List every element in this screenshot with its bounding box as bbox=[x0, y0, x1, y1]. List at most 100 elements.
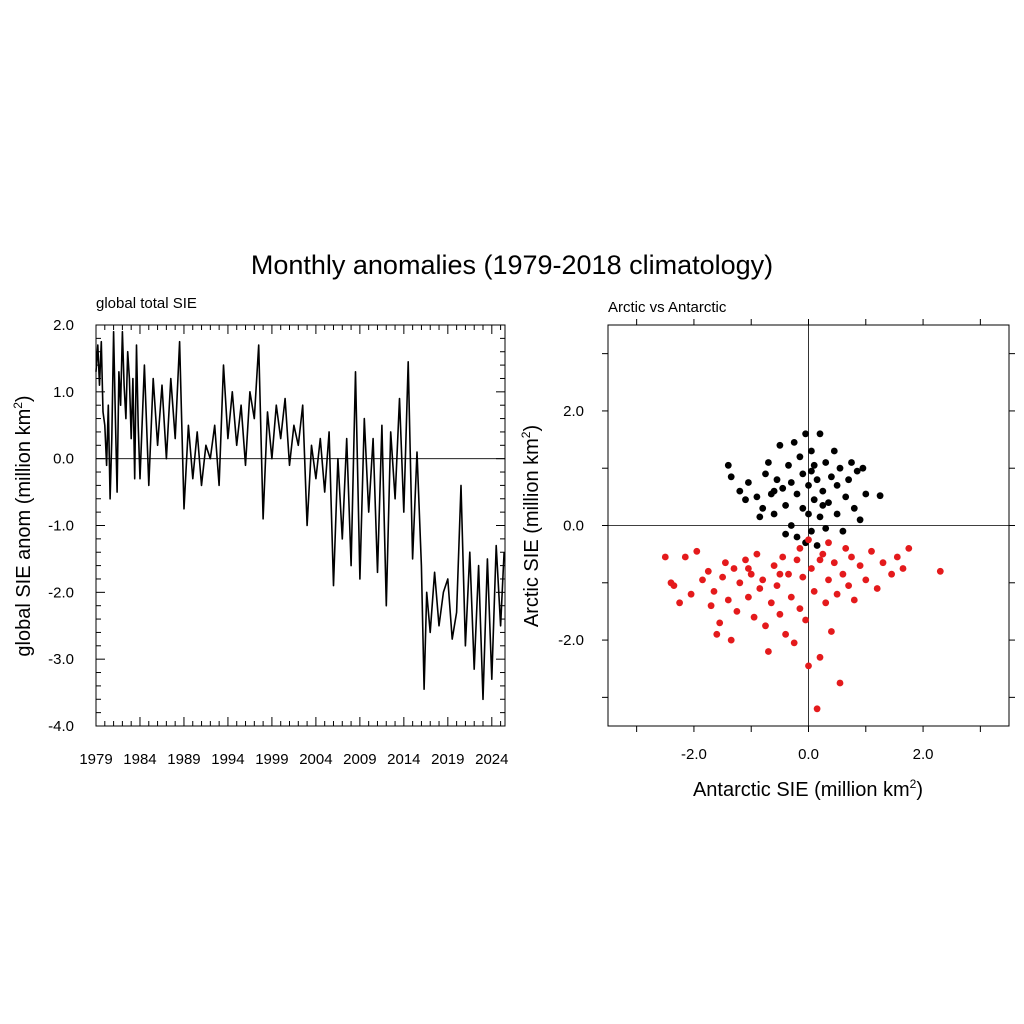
scatter-point-red bbox=[856, 562, 864, 569]
scatter-point-red bbox=[888, 570, 895, 578]
scatter-point-black bbox=[808, 467, 815, 475]
scatter-point-black bbox=[839, 527, 847, 535]
left-y-tick-label: -1.0 bbox=[48, 518, 74, 535]
scatter-point-black bbox=[765, 459, 772, 466]
scatter-point-red bbox=[879, 559, 887, 567]
scatter-point-red bbox=[813, 705, 821, 713]
left-panel-title: global total SIE bbox=[96, 295, 197, 312]
scatter-point-black bbox=[822, 459, 830, 466]
scatter-point-red bbox=[773, 582, 781, 589]
right-x-axis-label: Antarctic SIE (million km2) bbox=[693, 777, 923, 801]
scatter-point-red bbox=[742, 556, 749, 564]
scatter-point-black bbox=[776, 441, 784, 449]
scatter-point-black bbox=[833, 510, 841, 518]
scatter-point-red bbox=[825, 576, 832, 584]
global-sie-anomaly-line bbox=[95, 330, 505, 701]
left-y-axis-label: global SIE anom (million km2) bbox=[11, 395, 35, 656]
scatter-point-black bbox=[813, 476, 821, 484]
scatter-point-black bbox=[822, 525, 830, 532]
scatter-point-red bbox=[722, 559, 729, 567]
scatter-point-black bbox=[793, 533, 801, 541]
right-x-tick-label: -2.0 bbox=[681, 746, 707, 763]
scatter-point-red bbox=[704, 567, 712, 575]
scatter-point-black bbox=[850, 504, 858, 512]
scatter-point-red bbox=[753, 550, 761, 558]
scatter-point-black bbox=[796, 453, 804, 461]
scatter-point-black bbox=[828, 473, 835, 481]
left-series bbox=[95, 330, 505, 701]
scatter-point-red bbox=[796, 545, 804, 552]
left-y-tick-label: -2.0 bbox=[48, 584, 74, 601]
scatter-point-black bbox=[816, 430, 824, 438]
scatter-point-black bbox=[799, 504, 807, 512]
scatter-point-black bbox=[842, 493, 850, 501]
scatter-point-black bbox=[753, 493, 761, 501]
scatter-point-red bbox=[782, 630, 789, 638]
scatter-point-red bbox=[730, 565, 738, 572]
scatter-point-red bbox=[724, 596, 732, 604]
scatter-point-black bbox=[848, 459, 855, 466]
left-x-tick-label: 1979 bbox=[79, 751, 112, 768]
left-y-tick-label: -4.0 bbox=[48, 718, 74, 735]
scatter-point-red bbox=[805, 536, 812, 544]
scatter-point-red bbox=[816, 653, 824, 661]
scatter-point-red bbox=[868, 547, 875, 555]
scatter-point-red bbox=[790, 639, 798, 647]
scatter-point-red bbox=[776, 610, 784, 618]
right-axis-ticks bbox=[602, 319, 1015, 732]
right-series bbox=[661, 430, 944, 713]
scatter-point-black bbox=[770, 510, 778, 518]
scatter-point-red bbox=[862, 576, 870, 584]
scatter-point-red bbox=[756, 585, 764, 592]
left-panel: global total SIE 1979 1984 1989 1994 1999 200… bbox=[11, 295, 508, 768]
scatter-point-red bbox=[808, 565, 815, 572]
right-x-tick-label: 2.0 bbox=[913, 746, 934, 763]
scatter-point-black bbox=[762, 470, 769, 478]
left-x-tick-label: 2024 bbox=[475, 751, 508, 768]
left-x-tick-label: 1999 bbox=[255, 751, 288, 768]
right-panel-title: Arctic vs Antarctic bbox=[608, 299, 727, 316]
scatter-point-black bbox=[785, 461, 792, 469]
scatter-point-black bbox=[808, 447, 815, 455]
scatter-point-red bbox=[745, 565, 752, 572]
scatter-point-red bbox=[873, 585, 881, 592]
right-tick-labels: -2.0 0.0 2.0 2.0 0.0 -2.0 bbox=[558, 403, 933, 763]
scatter-point-black bbox=[876, 492, 884, 500]
scatter-point-red bbox=[833, 590, 841, 598]
scatter-point-red bbox=[936, 567, 944, 575]
scatter-point-red bbox=[733, 608, 741, 615]
scatter-point-red bbox=[825, 539, 832, 547]
right-y-axis-label: Arctic SIE (million km2) bbox=[519, 425, 543, 627]
scatter-point-red bbox=[676, 599, 683, 607]
right-y-tick-label: 2.0 bbox=[563, 403, 584, 420]
scatter-point-red bbox=[681, 553, 689, 561]
scatter-point-red bbox=[830, 559, 838, 567]
scatter-point-red bbox=[767, 599, 775, 607]
scatter-point-red bbox=[693, 547, 701, 555]
right-panel: Arctic vs Antarctic -2.0 0.0 2.02.00.0-2.0… bbox=[519, 299, 1015, 801]
left-y-tick-label: 1.0 bbox=[53, 384, 74, 401]
scatter-point-red bbox=[839, 570, 847, 578]
scatter-point-black bbox=[859, 464, 867, 472]
scatter-point-black bbox=[787, 522, 795, 529]
scatter-point-black bbox=[805, 510, 812, 518]
scatter-point-black bbox=[745, 479, 752, 486]
scatter-point-red bbox=[796, 605, 804, 612]
scatter-point-black bbox=[810, 496, 818, 504]
scatter-point-black bbox=[802, 430, 809, 438]
scatter-point-black bbox=[779, 484, 787, 492]
scatter-point-red bbox=[893, 553, 901, 561]
scatter-point-red bbox=[747, 570, 755, 578]
left-x-tick-label: 1989 bbox=[167, 751, 200, 768]
scatter-point-red bbox=[750, 613, 758, 621]
scatter-point-red bbox=[727, 636, 735, 644]
scatter-point-black bbox=[833, 482, 841, 489]
left-x-tick-label: 2019 bbox=[431, 751, 464, 768]
scatter-point-black bbox=[724, 461, 732, 469]
scatter-point-red bbox=[819, 550, 827, 558]
scatter-point-black bbox=[862, 490, 870, 498]
scatter-point-black bbox=[793, 490, 801, 498]
scatter-point-red bbox=[802, 616, 809, 624]
scatter-point-red bbox=[661, 553, 669, 561]
scatter-point-red bbox=[799, 573, 807, 581]
